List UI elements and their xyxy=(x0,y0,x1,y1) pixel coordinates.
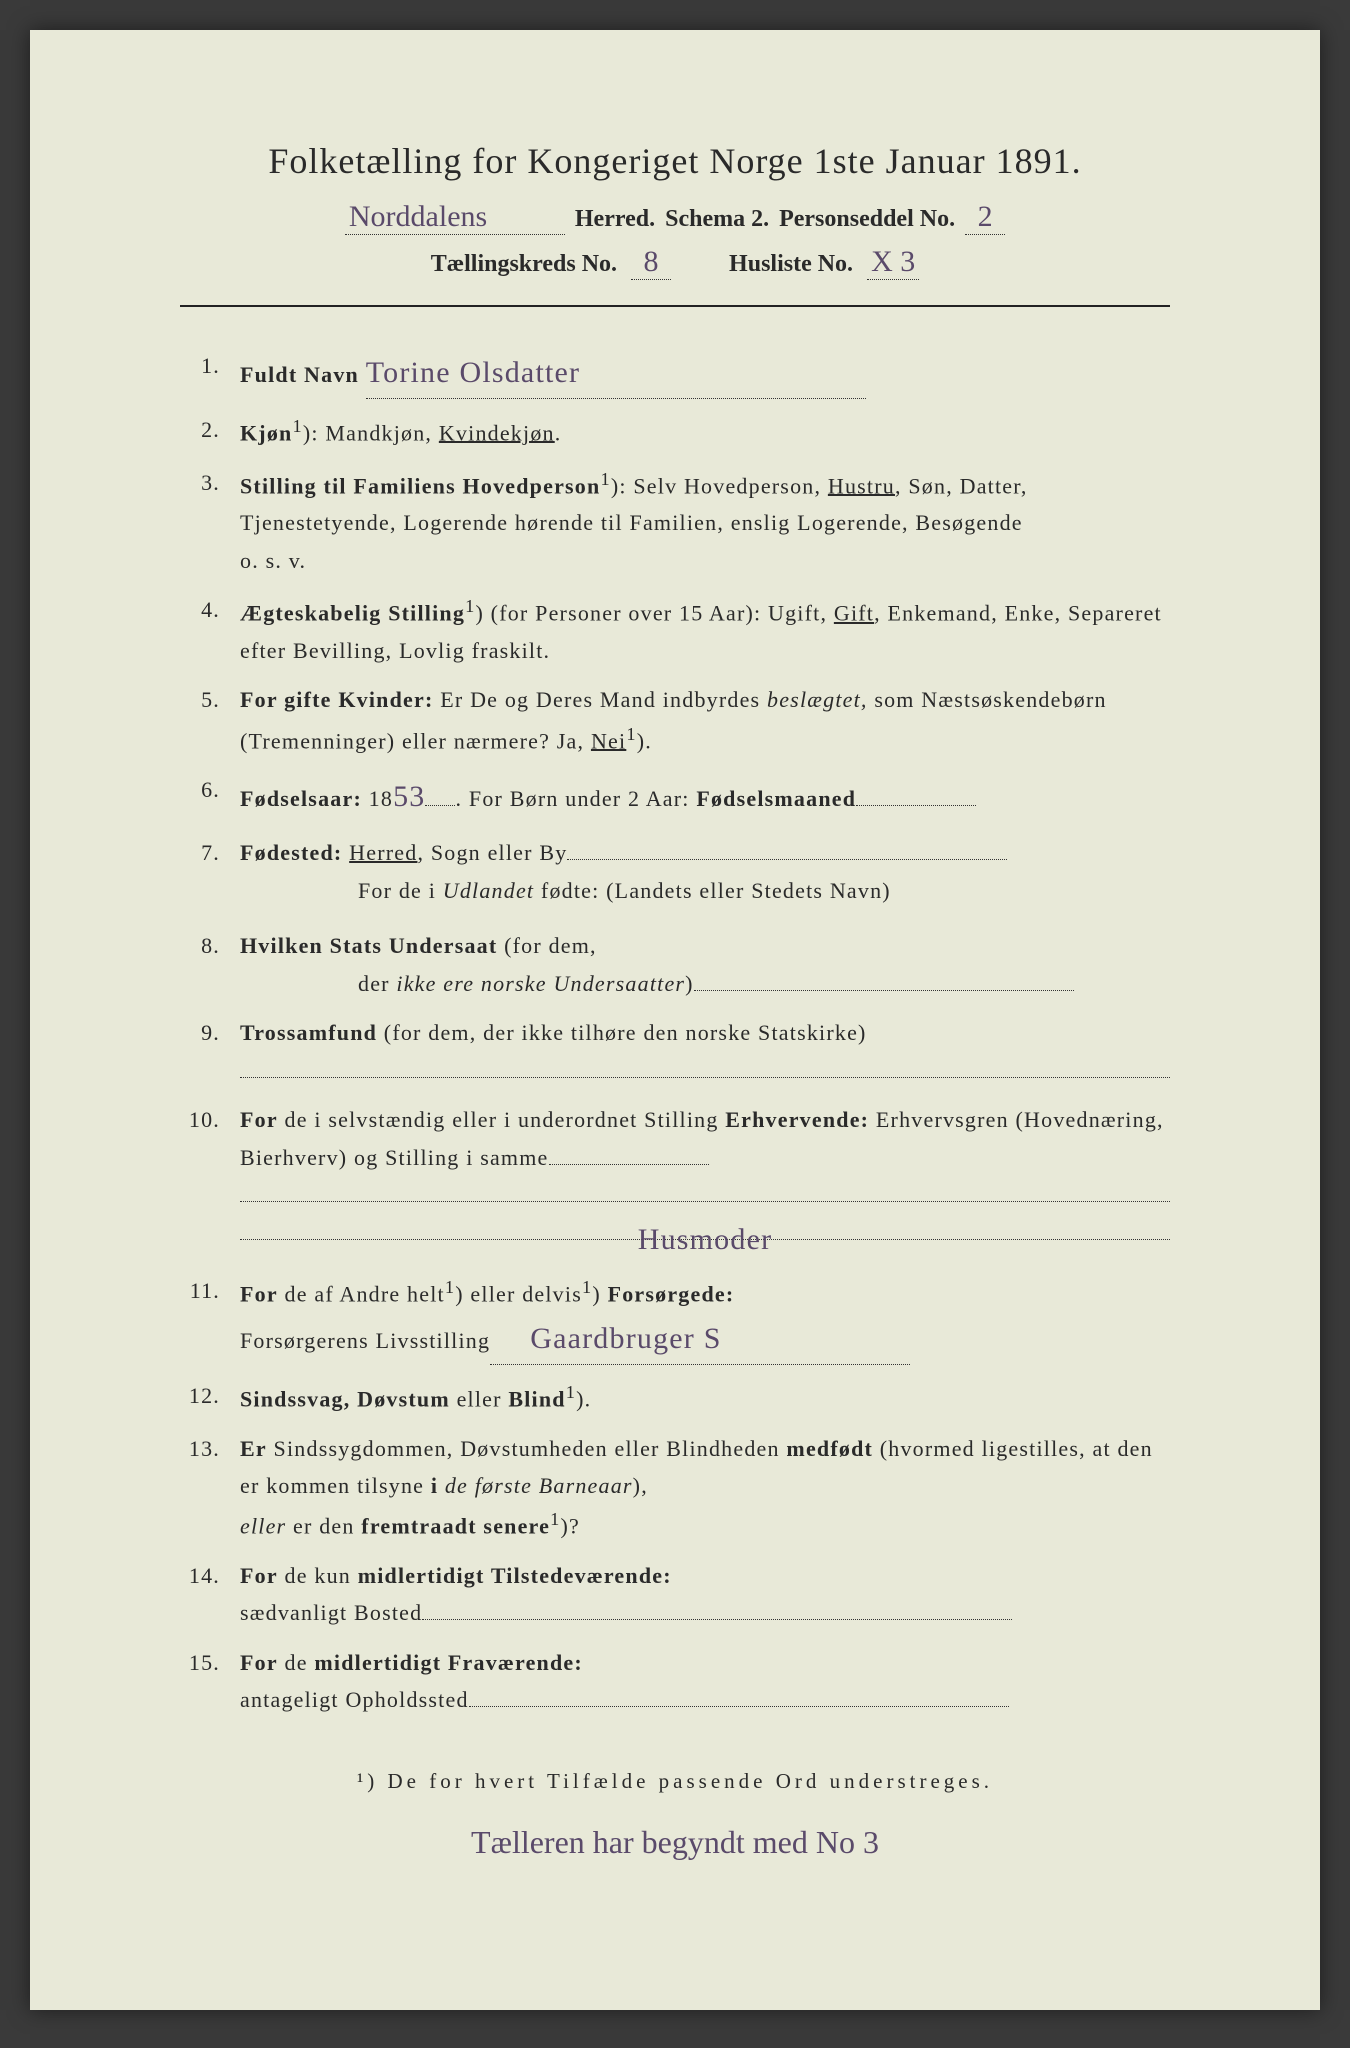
field-13-congenital: 13. Er Sindssygdommen, Døvstumheden elle… xyxy=(180,1430,1170,1546)
field-1-name: 1. Fuldt Navn Torine Olsdatter xyxy=(180,347,1170,399)
field-2-gender: 2. Kjøn1): Mandkjøn, Kvindekjøn. xyxy=(180,411,1170,452)
field-3-position: 3. Stilling til Familiens Hovedperson1):… xyxy=(180,464,1170,580)
personseddel-label: Personseddel No. xyxy=(779,206,955,233)
herred-name-hw: Norddalens xyxy=(345,200,565,235)
field-8-citizenship: 8. Hvilken Stats Undersaat (for dem, der… xyxy=(180,927,1170,1002)
personseddel-no-hw: 2 xyxy=(965,200,1005,235)
kreds-label: Tællingskreds No. xyxy=(431,251,617,278)
field-15-absent: 15. For de midlertidigt Fraværende: anta… xyxy=(180,1644,1170,1719)
header-line-2: Tællingskreds No. 8 Husliste No. X 3 xyxy=(180,245,1170,280)
page-title: Folketælling for Kongeriget Norge 1ste J… xyxy=(180,140,1170,182)
field-5-related: 5. For gifte Kvinder: Er De og Deres Man… xyxy=(180,681,1170,759)
field-12-disability: 12. Sindssvag, Døvstum eller Blind1). xyxy=(180,1377,1170,1418)
census-form-page: Folketælling for Kongeriget Norge 1ste J… xyxy=(30,30,1320,2010)
husliste-no-hw: X 3 xyxy=(867,245,919,280)
field-11-supported: 11. For de af Andre helt1) eller delvis1… xyxy=(180,1272,1170,1365)
schema-label: Schema 2. xyxy=(665,206,769,233)
kreds-no-hw: 8 xyxy=(631,245,671,280)
field-10-occupation: 10. For de i selvstændig eller i underor… xyxy=(180,1101,1170,1260)
field-6-birthyear: 6. Fødselsaar: 1853. For Børn under 2 Aa… xyxy=(180,771,1170,822)
field-14-visitor: 14. For de kun midlertidigt Tilstedevære… xyxy=(180,1557,1170,1632)
footnote: ¹) De for hvert Tilfælde passende Ord un… xyxy=(180,1769,1170,1794)
header-line-1: Norddalens Herred. Schema 2. Personsedde… xyxy=(180,200,1170,235)
field-4-marital: 4. Ægteskabelig Stilling1) (for Personer… xyxy=(180,591,1170,669)
husliste-label: Husliste No. xyxy=(729,251,853,278)
field-9-religion: 9. Trossamfund (for dem, der ikke tilhør… xyxy=(180,1014,1170,1089)
field-7-birthplace: 7. Fødested: Herred, Sogn eller By For d… xyxy=(180,834,1170,909)
header-rule xyxy=(180,305,1170,307)
herred-label: Herred. xyxy=(575,206,655,233)
bottom-handwriting: Tælleren har begyndt med No 3 xyxy=(180,1824,1170,1861)
